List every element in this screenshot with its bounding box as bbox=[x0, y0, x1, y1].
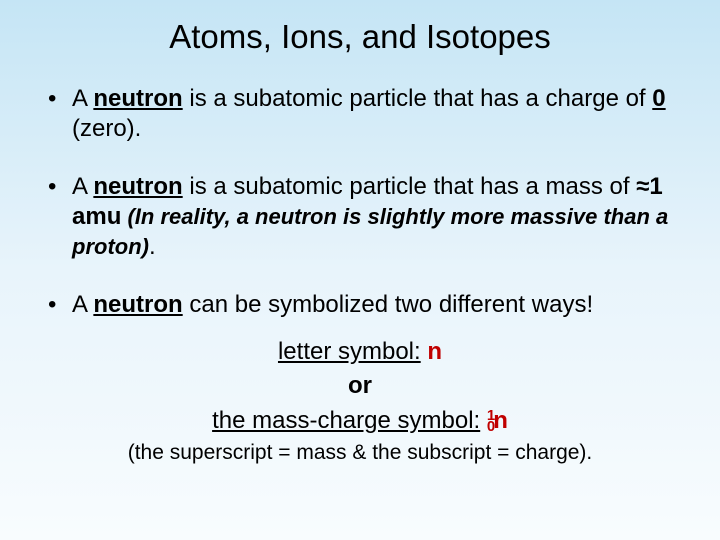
note-text: (In reality, a neutron is slightly more … bbox=[72, 204, 668, 259]
zero-value: 0 bbox=[652, 85, 665, 112]
neutron-term: neutron bbox=[93, 173, 182, 200]
letter-symbol-line: letter symbol: n bbox=[40, 336, 680, 368]
mass-charge-symbol: 10n bbox=[487, 407, 508, 434]
parenthetical-note: (the superscript = mass & the subscript … bbox=[40, 439, 680, 467]
neutron-term: neutron bbox=[93, 85, 182, 112]
text: (zero). bbox=[72, 115, 141, 142]
mass-charge-line: the mass-charge symbol: 10n bbox=[40, 405, 680, 437]
bullet-item-1: A neutron is a subatomic particle that h… bbox=[40, 84, 680, 144]
letter-symbol-label: letter symbol: bbox=[278, 338, 421, 365]
text: . bbox=[149, 233, 156, 260]
text: A bbox=[72, 85, 93, 112]
bullet-item-3: A neutron can be symbolized two differen… bbox=[40, 290, 680, 320]
text: is a subatomic particle that has a charg… bbox=[183, 85, 653, 112]
or-text: or bbox=[40, 370, 680, 402]
neutron-term: neutron bbox=[93, 291, 182, 318]
neutron-n: n bbox=[493, 407, 508, 434]
letter-symbol-value: n bbox=[421, 338, 442, 365]
mass-charge-label: the mass-charge symbol: bbox=[212, 407, 480, 434]
text: A bbox=[72, 291, 93, 318]
text: can be symbolized two different ways! bbox=[183, 291, 593, 318]
text: A bbox=[72, 173, 93, 200]
text: is a subatomic particle that has a mass … bbox=[183, 173, 637, 200]
slide-title: Atoms, Ions, and Isotopes bbox=[40, 18, 680, 56]
symbol-block: letter symbol: n or the mass-charge symb… bbox=[40, 336, 680, 468]
bullet-item-2: A neutron is a subatomic particle that h… bbox=[40, 172, 680, 262]
